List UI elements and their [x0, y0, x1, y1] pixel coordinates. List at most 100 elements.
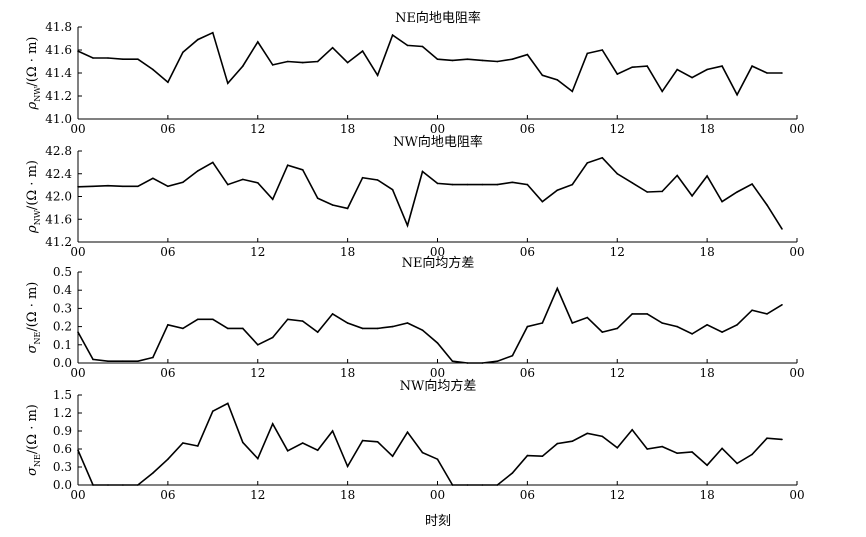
- x-tick-label: 06: [160, 366, 175, 380]
- x-tick-label: 00: [430, 488, 445, 502]
- chart-panel-1: 41.0 41.2 41.4 41.6 41.8 00 06 12 18 00 06 12 18 00 NE…: [25, 10, 805, 136]
- y-tick-label: 42.0: [45, 190, 72, 204]
- data-point: [616, 173, 619, 175]
- data-point: [631, 66, 633, 68]
- y-tick-label: 1.5: [53, 388, 72, 402]
- data-point: [182, 51, 184, 54]
- data-point: [751, 183, 753, 185]
- x-tick-label: 00: [430, 122, 445, 136]
- data-point: [766, 437, 768, 440]
- data-point: [676, 174, 678, 177]
- x-tick-label: 12: [610, 122, 625, 136]
- y-tick-label: 0.3: [53, 460, 72, 474]
- x-tick-label: 00: [430, 366, 445, 380]
- data-point: [496, 360, 499, 363]
- y-tick-label: 0.3: [53, 301, 72, 315]
- y-axis-label: ρNW/(Ω · m): [25, 37, 42, 111]
- data-point: [421, 329, 424, 332]
- data-point: [152, 68, 154, 71]
- data-point: [706, 464, 708, 467]
- data-point: [646, 191, 648, 193]
- x-tick-label: 06: [520, 488, 535, 502]
- data-point: [481, 59, 484, 62]
- data-point: [316, 331, 319, 333]
- x-tick-label: 18: [340, 122, 355, 136]
- x-tick-label: 00: [70, 122, 85, 136]
- data-point: [376, 179, 379, 181]
- y-axis-label-unit: /(Ω · m): [25, 404, 40, 454]
- data-point: [721, 331, 723, 333]
- data-point: [556, 189, 559, 191]
- x-tick-label: 18: [699, 122, 714, 136]
- data-point: [586, 162, 589, 164]
- x-tick-label: 00: [70, 245, 85, 259]
- x-tick-label: 06: [520, 366, 535, 380]
- data-point: [197, 445, 199, 447]
- data-point: [496, 183, 499, 186]
- data-point: [137, 58, 139, 60]
- x-tick-label: 00: [789, 122, 804, 136]
- data-point: [766, 204, 768, 206]
- x-tick-label: 18: [340, 488, 355, 502]
- data-point: [436, 458, 439, 461]
- data-point: [212, 31, 214, 34]
- x-tick-label: 12: [610, 488, 625, 502]
- data-point: [436, 182, 439, 185]
- data-point: [92, 185, 94, 188]
- data-point: [77, 331, 79, 333]
- data-point: [316, 449, 319, 452]
- data-point: [242, 327, 244, 330]
- y-axis-label: ρNW/(Ω · m): [25, 160, 42, 234]
- data-point: [436, 342, 439, 344]
- data-point: [92, 358, 94, 361]
- x-tick-label: 12: [610, 245, 625, 259]
- data-point: [77, 50, 79, 52]
- y-tick-label: 41.2: [45, 235, 72, 249]
- y-axis-label-subscript: NW: [33, 86, 42, 102]
- data-point: [227, 327, 229, 330]
- y-axis-label-symbol: ρ: [25, 101, 40, 110]
- series-line: [77, 31, 782, 97]
- x-tick-label: 12: [250, 245, 265, 259]
- chart-panel-4: 0.0 0.3 0.6 0.9 1.2 1.5 00 06 12 18 00 06 12 18 00 NW向均…: [25, 378, 805, 502]
- y-tick-label: 41.2: [45, 89, 72, 103]
- data-point: [526, 454, 529, 457]
- data-point: [346, 61, 349, 64]
- data-point: [601, 49, 604, 51]
- data-point: [586, 316, 589, 319]
- chart-title: NE向均方差: [402, 255, 475, 271]
- data-point: [526, 53, 529, 56]
- series-line: [77, 402, 783, 486]
- y-tick-label: 41.0: [45, 112, 72, 126]
- data-point: [466, 484, 469, 486]
- x-tick-label: 06: [160, 245, 175, 259]
- data-point: [736, 191, 738, 193]
- data-point: [376, 327, 379, 330]
- x-tick-label: 00: [70, 366, 85, 380]
- y-tick-label: 41.6: [45, 212, 72, 226]
- data-point: [511, 354, 514, 357]
- y-axis-label-symbol: σ: [25, 343, 40, 353]
- data-point: [406, 431, 409, 434]
- y-axis-label-unit: /(Ω · m): [25, 282, 40, 332]
- data-point: [361, 327, 364, 330]
- data-point: [436, 58, 439, 60]
- x-tick-label: 06: [160, 488, 175, 502]
- data-point: [286, 60, 289, 63]
- y-tick-label: 42.8: [45, 144, 72, 158]
- data-point: [691, 333, 693, 335]
- chart-panels: 41.041.241.441.641.800 06 12 18 00 06 12 18 00NE…: [25, 10, 805, 502]
- x-tick-label: 06: [520, 122, 535, 136]
- data-point: [331, 430, 334, 432]
- y-tick-label: 1.2: [53, 406, 72, 420]
- y-tick-label: 41.4: [45, 66, 72, 80]
- data-point: [286, 450, 289, 452]
- data-point: [212, 410, 214, 413]
- data-point: [481, 362, 484, 364]
- data-point: [526, 183, 529, 186]
- y-axis-label: σNE/(Ω · m): [25, 404, 42, 476]
- data-point: [586, 52, 589, 55]
- data-point: [271, 423, 274, 425]
- data-point: [736, 94, 738, 96]
- data-point: [77, 449, 79, 452]
